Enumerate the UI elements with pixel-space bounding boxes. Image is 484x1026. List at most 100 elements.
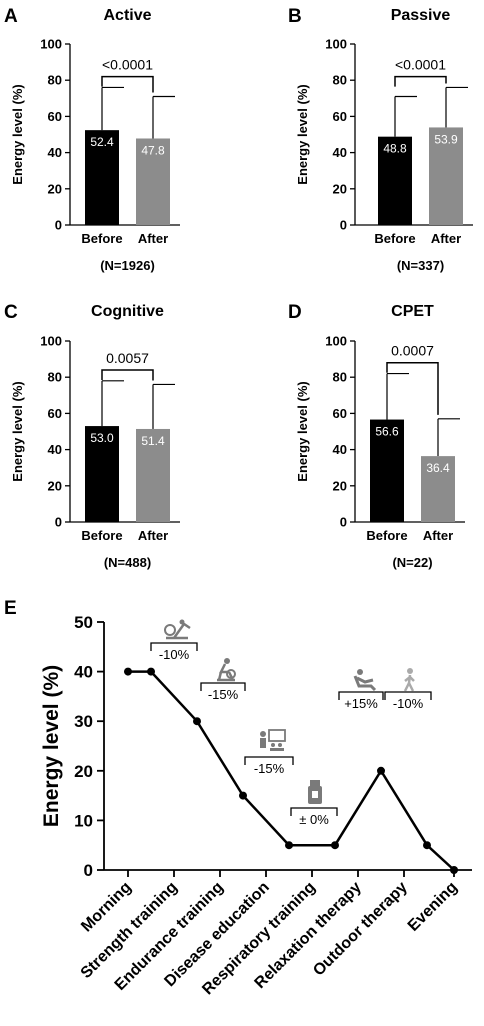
data-point (193, 717, 201, 726)
y-tick-label: 20 (74, 762, 93, 781)
panel-letter: B (288, 6, 302, 27)
significance-bracket (101, 369, 154, 381)
leg-press-icon (164, 619, 191, 640)
icon-part (260, 731, 266, 737)
y-tick-label: 50 (74, 613, 93, 632)
y-tick-label: 60 (333, 109, 347, 124)
panel-letter: D (288, 302, 302, 323)
y-tick-label: 30 (74, 712, 93, 731)
chart-title: Active (103, 7, 151, 24)
icon-part (270, 748, 284, 751)
chart-title: CPET (391, 303, 434, 320)
icon-part (310, 780, 320, 786)
panel-letter: C (4, 302, 18, 323)
annotation-label: -15% (208, 687, 239, 702)
panel-letter: A (4, 6, 18, 27)
annotation-label: -10% (159, 647, 190, 662)
bar-after (136, 138, 170, 225)
bar-before (370, 419, 404, 522)
annotation-label: -15% (254, 761, 285, 776)
y-tick-label: 80 (48, 73, 62, 88)
icon-part (403, 674, 415, 692)
y-tick-label: 100 (40, 37, 62, 52)
bar-value-label: 56.6 (375, 425, 399, 439)
icon-part (268, 729, 286, 742)
annotation-bracket (384, 691, 432, 700)
y-axis-label: Energy level (%) (295, 84, 310, 184)
bar-after (136, 428, 170, 522)
education-icon (260, 729, 286, 751)
annotation-label: -10% (393, 696, 424, 711)
significance-bracket (101, 75, 154, 93)
x-tick-label: Before (81, 528, 122, 543)
x-tick-label: Before (81, 231, 122, 246)
y-tick-label: 40 (333, 145, 347, 160)
data-point (239, 791, 247, 800)
bar-before (85, 426, 119, 522)
bar-value-label: 53.9 (434, 132, 458, 146)
icon-part (179, 619, 185, 625)
panel-letter: E (4, 598, 17, 619)
annotation-bracket (290, 807, 338, 816)
y-axis-label: Energy level (%) (40, 665, 63, 827)
data-point (147, 667, 155, 676)
panel-d: D CPET Energy level (%) 0 20 40 60 80 100 56.6 Bef… (288, 302, 465, 570)
panel-c: C Cognitive Energy level (%) 0 20 40 60 80 100 53… (4, 302, 180, 570)
x-tick-label: Before (366, 528, 407, 543)
data-point (377, 766, 385, 775)
y-tick-label: 40 (48, 145, 62, 160)
chart-title: Cognitive (91, 303, 164, 320)
panel-a: A Active Energy level (%) 0 20 40 60 80 100 52.4 B… (4, 6, 180, 273)
data-point (331, 841, 339, 850)
y-tick-label: 40 (48, 442, 62, 457)
bar-after (429, 127, 463, 225)
n-label: (N=337) (397, 258, 444, 273)
y-tick-label: 0 (340, 515, 347, 530)
y-tick-label: 10 (74, 811, 93, 830)
y-tick-label: 0 (84, 861, 93, 880)
y-tick-label: 40 (333, 442, 347, 457)
bar-before (85, 130, 119, 225)
icon-part (260, 738, 266, 748)
icon-part (357, 669, 363, 675)
bar-value-label: 48.8 (383, 142, 407, 156)
x-tick-label: After (138, 528, 168, 543)
bar-before (378, 136, 412, 225)
x-tick-label: Before (374, 231, 415, 246)
bar-value-label: 52.4 (90, 135, 114, 149)
annotation-label: ± 0% (299, 812, 329, 827)
p-value-label: <0.0001 (102, 57, 153, 73)
p-value-label: 0.0007 (391, 343, 434, 359)
relaxation-chair-icon (353, 669, 377, 692)
data-point (423, 841, 431, 850)
x-tick-label: After (431, 231, 461, 246)
y-tick-label: 20 (333, 478, 347, 493)
bar-value-label: 47.8 (141, 143, 165, 157)
bar-after (421, 456, 455, 522)
y-tick-label: 100 (40, 334, 62, 349)
n-label: (N=1926) (100, 258, 155, 273)
annotation-bracket (244, 756, 294, 765)
icon-part (226, 669, 236, 679)
bar-value-label: 51.4 (141, 434, 165, 448)
data-point (285, 841, 293, 850)
annotation-bracket (200, 682, 246, 691)
annotation-bracket (150, 642, 198, 651)
bar-value-label: 53.0 (90, 431, 114, 445)
panel-b: B Passive Energy level (%) 0 20 40 60 80 100 48.8… (288, 6, 473, 273)
icon-part (217, 663, 235, 682)
y-tick-label: 80 (48, 370, 62, 385)
bar-value-label: 36.4 (426, 461, 450, 475)
y-tick-label: 20 (48, 181, 62, 196)
y-tick-label: 100 (325, 334, 347, 349)
icon-part (164, 624, 176, 636)
y-axis-label: Energy level (%) (10, 84, 25, 184)
icon-part (312, 791, 318, 798)
y-tick-label: 60 (333, 406, 347, 421)
significance-bracket (394, 75, 447, 87)
p-value-label: <0.0001 (395, 57, 446, 73)
y-tick-label: 0 (55, 218, 62, 233)
